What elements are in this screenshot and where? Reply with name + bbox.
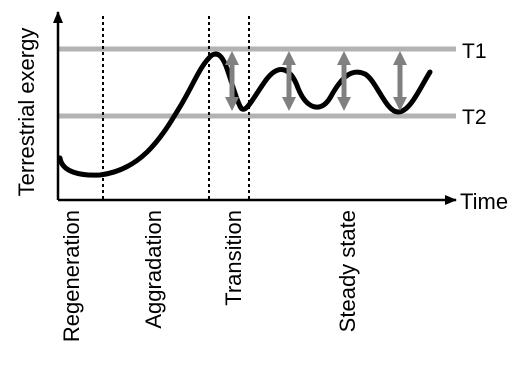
y-axis-label: Terrestrial exergy xyxy=(14,28,39,197)
phase-label-aggradation: Aggradation xyxy=(141,210,166,329)
phase-label-regeneration: Regeneration xyxy=(59,210,84,342)
threshold-label-t1: T1 xyxy=(462,40,487,63)
exergy-curve xyxy=(57,51,433,178)
phase-label-steady-state: Steady state xyxy=(335,210,360,332)
threshold-label-t2: T2 xyxy=(462,106,487,129)
x-axis-label: Time xyxy=(460,189,508,214)
phase-label-transition: Transition xyxy=(221,210,246,306)
